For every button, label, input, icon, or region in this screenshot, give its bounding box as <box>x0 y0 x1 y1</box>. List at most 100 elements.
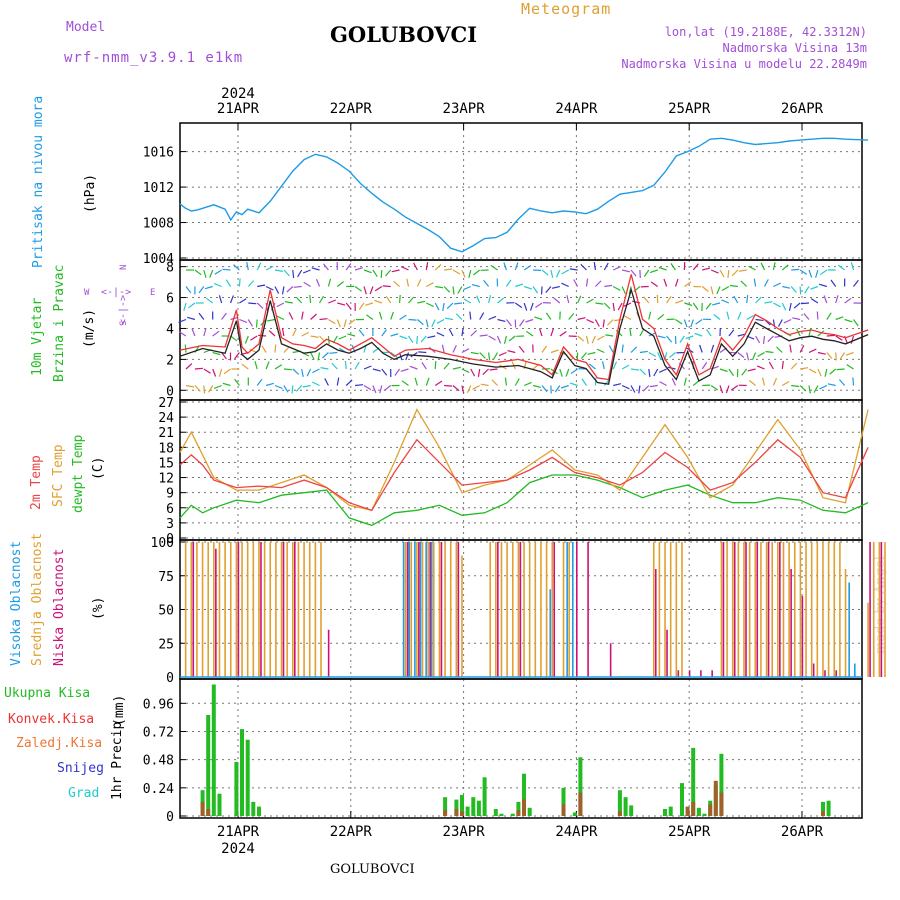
wind-vector <box>470 351 479 355</box>
wind-vector <box>596 348 605 354</box>
precip-axis-label: 1hr Precip <box>110 721 125 800</box>
wind-vector <box>354 361 360 370</box>
wind-vector <box>372 385 377 394</box>
wind-vector <box>800 302 810 305</box>
y-tick-label: 6 <box>166 502 174 517</box>
wind-vector <box>410 351 418 358</box>
wind-vector <box>406 278 410 287</box>
wind-vector <box>400 368 409 372</box>
precip-total-bar <box>217 793 222 816</box>
wind-vector <box>808 269 813 278</box>
precip-conv-bar <box>691 801 696 816</box>
wind-vector <box>630 368 639 371</box>
wind-vector <box>753 278 757 287</box>
precip-total-bar <box>663 809 667 816</box>
wind-vector <box>426 282 434 288</box>
wind-vector <box>452 366 461 370</box>
precip-conv-bar <box>713 780 718 816</box>
wind-vector <box>297 269 303 278</box>
wind-vector <box>225 279 232 287</box>
wind-vector <box>338 335 347 340</box>
wind-vector <box>830 279 837 287</box>
wind-vector <box>617 302 623 311</box>
wind-vector <box>716 286 721 295</box>
wind-vector <box>329 351 338 354</box>
wind-vector <box>639 328 645 337</box>
compass-south: S <box>119 320 129 326</box>
wind-vector <box>317 352 321 361</box>
wind-vector <box>381 329 387 337</box>
wind-vector <box>710 269 719 274</box>
top-year-label: 2024 <box>221 86 255 102</box>
wind-vector <box>328 318 336 325</box>
wind-vector <box>799 269 808 275</box>
precip-total-bar <box>510 813 515 816</box>
wind-vector <box>845 351 854 356</box>
wind-vector <box>755 318 764 322</box>
wind-vector <box>394 368 401 376</box>
wind-axis-label: 10m Vjetar <box>30 297 45 376</box>
wind-vector <box>425 319 429 328</box>
precip-total-bar <box>561 787 566 816</box>
wind-vector <box>492 352 499 360</box>
wind-vector <box>479 312 485 320</box>
wind-vector <box>345 302 352 310</box>
wind-vector <box>444 384 453 387</box>
wind-vector <box>268 330 276 337</box>
top-day-label: 24APR <box>555 101 598 117</box>
wind-vector <box>401 380 409 386</box>
wind-vector <box>663 278 668 287</box>
wind-vector <box>844 318 853 323</box>
model-elevation-label: Nadmorska Visina u modelu 22.2849m <box>621 57 867 71</box>
precip-conv-bar <box>454 809 459 816</box>
wind-vector <box>244 335 249 344</box>
wind-vector <box>301 311 304 320</box>
wind-vector <box>363 269 372 274</box>
wind-vector <box>363 344 367 353</box>
wind-vector <box>692 379 700 386</box>
wind-vector <box>463 285 472 291</box>
wind-vector <box>505 319 512 327</box>
precip-axis-unit: (mm) <box>112 694 127 726</box>
y-tick-label: 1004 <box>143 252 174 267</box>
wind-vector <box>209 269 214 278</box>
y-tick-label: 0 <box>166 384 174 399</box>
wind-vector <box>623 315 632 321</box>
y-tick-label: 1012 <box>143 181 174 196</box>
wind-vector <box>772 377 778 386</box>
wind-vector <box>241 363 249 370</box>
wind-vector <box>426 302 434 307</box>
precip-total-bar <box>454 799 459 816</box>
bottom-day-label: 25APR <box>668 824 711 840</box>
precip-total-bar <box>572 812 577 816</box>
wind-vector <box>710 365 719 370</box>
wind-vector <box>221 352 227 360</box>
wind-vector <box>255 319 258 328</box>
y-tick-label: 75 <box>158 570 174 585</box>
wind-vector <box>669 352 676 359</box>
wind-vector <box>390 352 398 358</box>
wind-vector <box>331 362 338 370</box>
wind-vector <box>638 385 641 394</box>
wind-vector <box>746 335 755 340</box>
precip-total-bar <box>234 762 239 816</box>
wind-vector <box>561 269 569 275</box>
precip-total-bar <box>443 797 448 816</box>
precip-total-bar <box>719 753 724 816</box>
wind-vector <box>358 302 365 310</box>
wind-vector <box>283 385 289 393</box>
wind-vector <box>292 269 295 279</box>
y-tick-label: 6 <box>166 292 174 307</box>
wind-vector <box>525 318 534 323</box>
wind-vector <box>347 333 356 337</box>
wind-vector <box>212 351 221 356</box>
wind-vector <box>324 378 329 386</box>
wind-vector <box>468 269 472 278</box>
wind-vector <box>434 360 437 370</box>
wind-vector <box>823 295 828 304</box>
wind-vector <box>311 267 320 271</box>
panel-frame <box>179 539 863 680</box>
wind-vector <box>274 286 280 294</box>
wind-vector <box>749 380 756 386</box>
wind-vector <box>767 335 774 343</box>
